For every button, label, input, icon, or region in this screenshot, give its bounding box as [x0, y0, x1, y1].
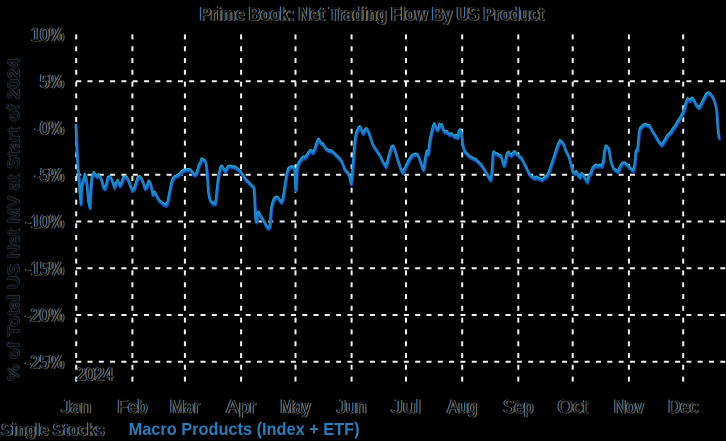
svg-text:Macro Products (Index + ETF): Macro Products (Index + ETF) [129, 419, 360, 439]
svg-text:% of Total US Net MV at Start: % of Total US Net MV at Start of 2024 [3, 58, 23, 381]
svg-text:% of Total US Net MV at Start: % of Total US Net MV at Start of 2024 [4, 57, 24, 380]
svg-text:% of Total US Net MV at Start: % of Total US Net MV at Start of 2024 [4, 58, 24, 381]
